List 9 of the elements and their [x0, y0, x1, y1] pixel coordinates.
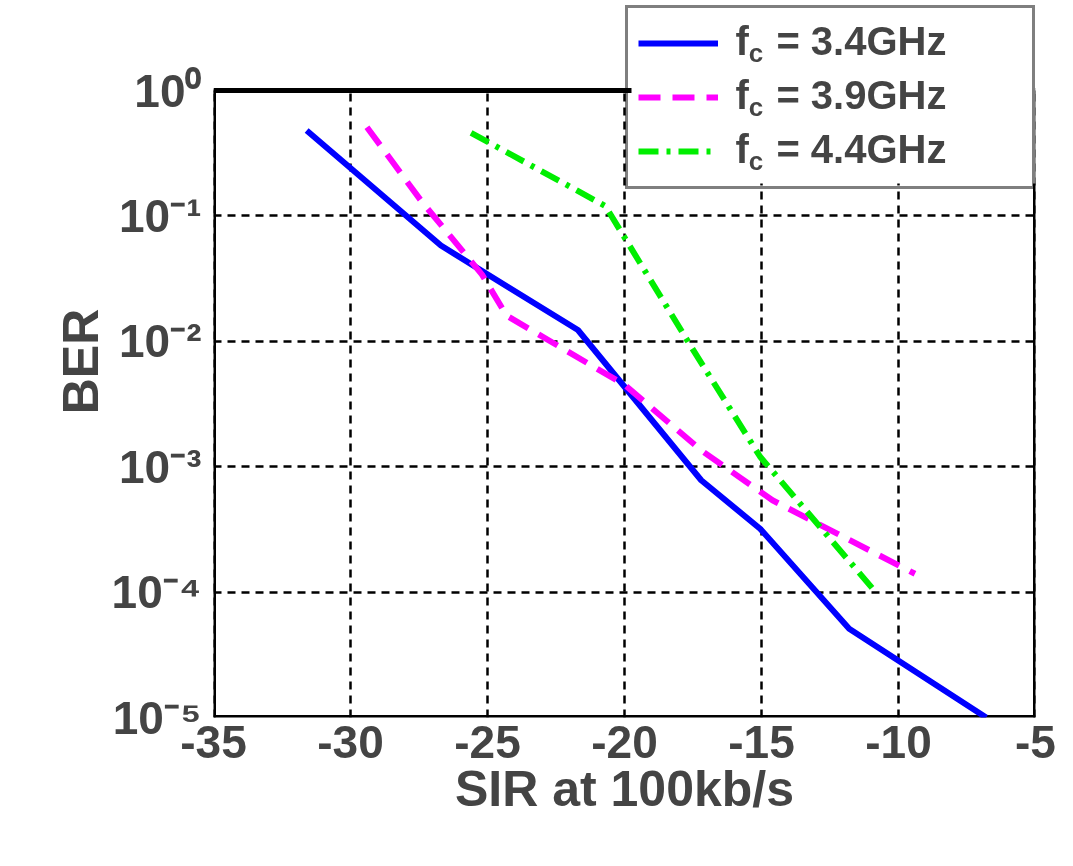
- y-tick-label: 10⁻²: [119, 315, 202, 368]
- x-tick-label: -10: [865, 715, 932, 768]
- x-tick-label: -5: [1015, 715, 1056, 768]
- y-axis-title: BER: [52, 308, 109, 415]
- y-tick-label: 10⁻¹: [119, 189, 202, 242]
- y-tick-label: 10⁰: [134, 64, 202, 117]
- x-tick-label: -30: [317, 715, 384, 768]
- y-tick-label: 10⁻³: [119, 440, 202, 493]
- y-tick-label: 10⁻⁴: [111, 566, 202, 619]
